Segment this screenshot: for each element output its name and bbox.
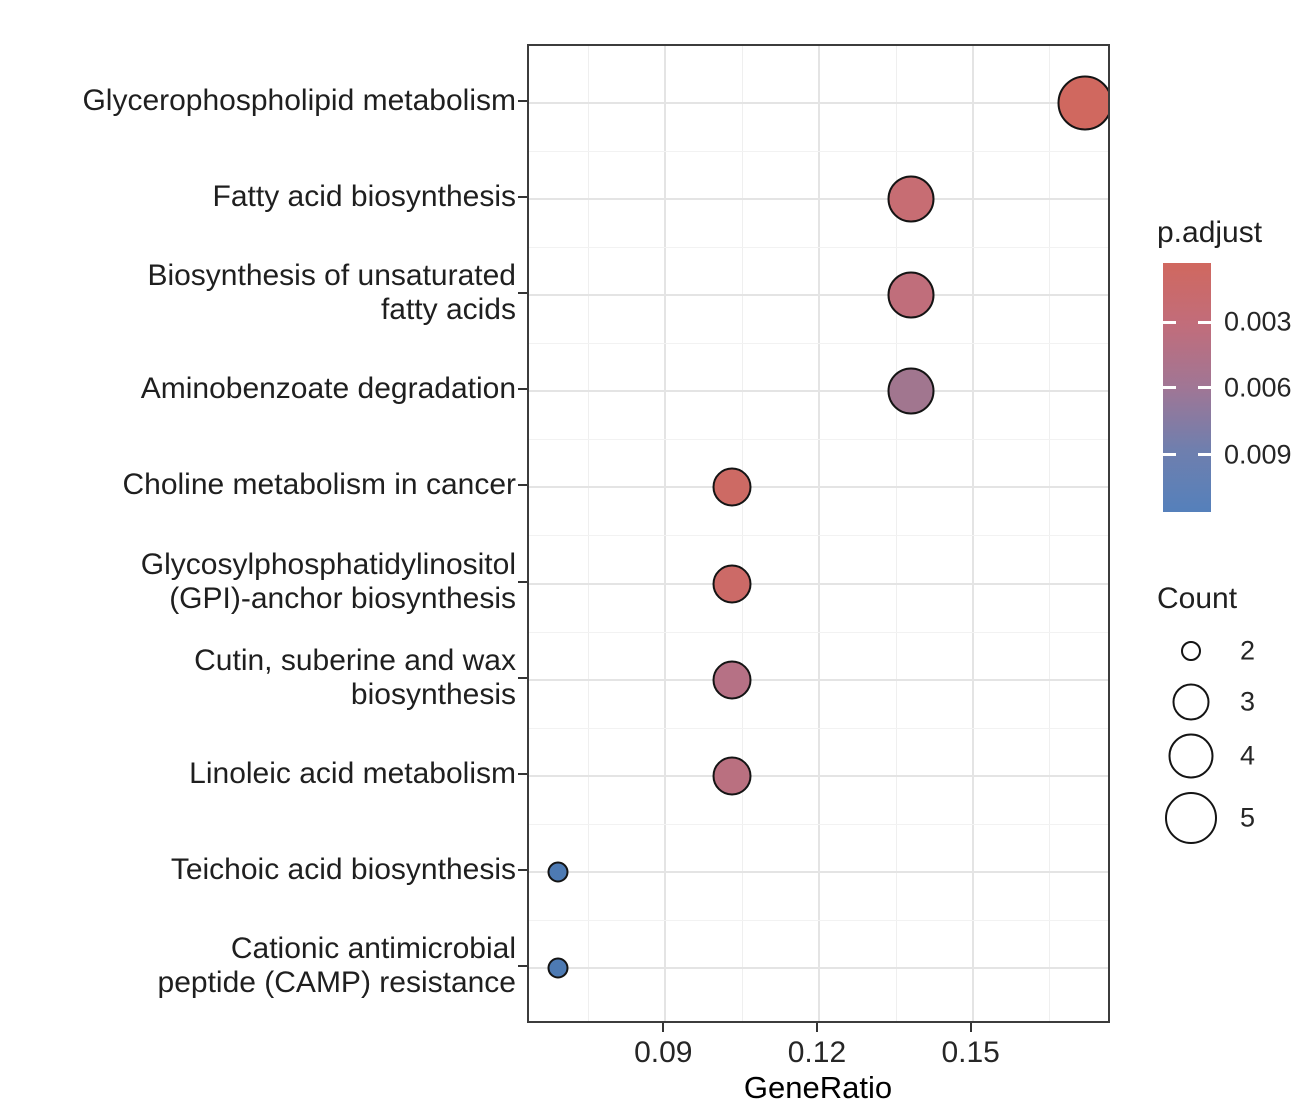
data-point (547, 861, 569, 883)
y-gridline-minor (529, 535, 1108, 537)
data-point (712, 564, 752, 603)
data-point (887, 367, 935, 415)
y-gridline-major (529, 390, 1108, 393)
y-axis-tick (518, 100, 527, 102)
y-axis-label-line: peptide (CAMP) resistance (157, 965, 516, 999)
y-gridline-major (529, 678, 1108, 681)
data-point (712, 467, 752, 507)
y-gridline-major (529, 294, 1108, 297)
data-point (887, 271, 935, 319)
y-axis-label: Fatty acid biosynthesis (0, 180, 516, 214)
y-axis-label: Cationic antimicrobial peptide (CAMP) res… (0, 932, 516, 1000)
x-axis-title: GeneRatio (743, 1070, 893, 1105)
y-gridline-major (529, 198, 1108, 201)
y-gridline-minor (529, 727, 1108, 729)
x-axis-tick-label: 0.09 (634, 1036, 693, 1069)
plot-panel (527, 44, 1110, 1023)
y-axis-tick (518, 484, 527, 487)
colorbar-tick-left (1163, 386, 1176, 390)
colorbar-tick-left (1163, 320, 1176, 324)
data-point (1057, 75, 1108, 131)
colorbar-tick-right (1198, 453, 1211, 457)
y-axis-label: Cutin, suberine and wax biosynthesis (0, 644, 516, 712)
x-axis-tick (815, 1023, 818, 1032)
y-axis-label: Linoleic acid metabolism (0, 757, 516, 791)
y-gridline-major (529, 774, 1108, 777)
y-gridline-minor (529, 343, 1108, 345)
x-axis-tick-label: 0.15 (941, 1036, 1000, 1069)
colorbar-tick-label: 0.009 (1224, 439, 1292, 470)
y-axis-tick (518, 580, 527, 583)
count-legend-circle (1165, 792, 1217, 844)
y-axis-label-line: Fatty acid biosynthesis (212, 180, 516, 214)
x-gridline-minor (1049, 46, 1051, 1021)
y-axis-label-line: Linoleic acid metabolism (189, 756, 516, 790)
y-axis-label: Biosynthesis of unsaturated fatty acids (0, 259, 516, 327)
y-gridline-major (529, 966, 1108, 969)
count-legend-label: 4 (1240, 740, 1256, 771)
count-legend-circle (1181, 641, 1201, 661)
y-gridline-minor (529, 439, 1108, 441)
data-point (887, 175, 935, 223)
x-axis-tick (662, 1023, 665, 1032)
y-gridline-minor (529, 247, 1108, 249)
y-axis-tick (518, 196, 527, 199)
y-axis-label: Teichoic acid biosynthesis (0, 853, 516, 887)
y-gridline-minor (529, 631, 1108, 633)
y-axis-tick (518, 676, 527, 679)
y-axis-label-line: Choline metabolism in cancer (122, 468, 516, 502)
y-axis-label-line: Cationic antimicrobial (230, 931, 516, 965)
y-axis-label-line: fatty acids (380, 293, 516, 327)
count-legend-label: 3 (1240, 686, 1256, 717)
colorbar-tick-label: 0.006 (1224, 372, 1292, 403)
y-axis-label-line: Glycosylphosphatidylinositol (140, 547, 516, 581)
x-gridline-minor (895, 46, 897, 1021)
y-gridline-major (529, 486, 1108, 489)
padjust-legend-title: p.adjust (1157, 216, 1263, 249)
y-axis-label-line: Biosynthesis of unsaturated (147, 259, 516, 293)
count-legend-circle (1172, 683, 1210, 721)
x-gridline-major (971, 46, 974, 1021)
y-axis-label-line: biosynthesis (350, 677, 516, 711)
x-axis-tick (969, 1023, 972, 1032)
data-point (712, 756, 752, 796)
y-gridline-minor (529, 151, 1108, 152)
y-axis-label-line: (GPI)-anchor biosynthesis (169, 581, 516, 615)
y-gridline-major (529, 582, 1108, 585)
data-point (712, 660, 752, 700)
x-gridline-minor (588, 46, 590, 1021)
y-axis-label-line: Aminobenzoate degradation (140, 372, 516, 406)
colorbar-tick-label: 0.003 (1224, 306, 1292, 337)
y-axis-tick (518, 772, 527, 775)
y-axis-label: Aminobenzoate degradation (0, 372, 516, 406)
y-gridline-minor (529, 919, 1108, 921)
x-gridline-major (664, 46, 667, 1021)
y-axis-tick (518, 868, 527, 871)
colorbar-tick-left (1163, 453, 1176, 457)
y-axis-label: Glycerophospholipid metabolism (0, 84, 516, 118)
x-axis-tick-label: 0.12 (787, 1036, 847, 1069)
y-axis-label-line: Teichoic acid biosynthesis (170, 852, 516, 886)
count-legend-circle (1168, 733, 1214, 779)
x-gridline-minor (742, 46, 744, 1021)
y-gridline-minor (529, 823, 1108, 825)
colorbar-tick-right (1198, 320, 1211, 324)
count-legend-label: 2 (1240, 635, 1256, 666)
y-axis-tick (518, 292, 527, 295)
data-point (547, 957, 569, 979)
colorbar-tick-right (1198, 386, 1211, 390)
y-axis-tick (518, 964, 527, 967)
y-axis-tick (518, 388, 527, 391)
x-gridline-major (817, 46, 820, 1021)
y-gridline-major (529, 870, 1108, 873)
y-axis-label-line: Cutin, suberine and wax (194, 643, 516, 677)
count-legend-label: 5 (1240, 802, 1256, 833)
count-legend-title: Count (1157, 582, 1238, 615)
y-gridline-major (529, 102, 1108, 104)
y-axis-label-line: Glycerophospholipid metabolism (82, 84, 516, 117)
y-axis-label: Choline metabolism in cancer (0, 468, 516, 502)
y-axis-label: Glycosylphosphatidylinositol (GPI)-anchor… (0, 548, 516, 616)
